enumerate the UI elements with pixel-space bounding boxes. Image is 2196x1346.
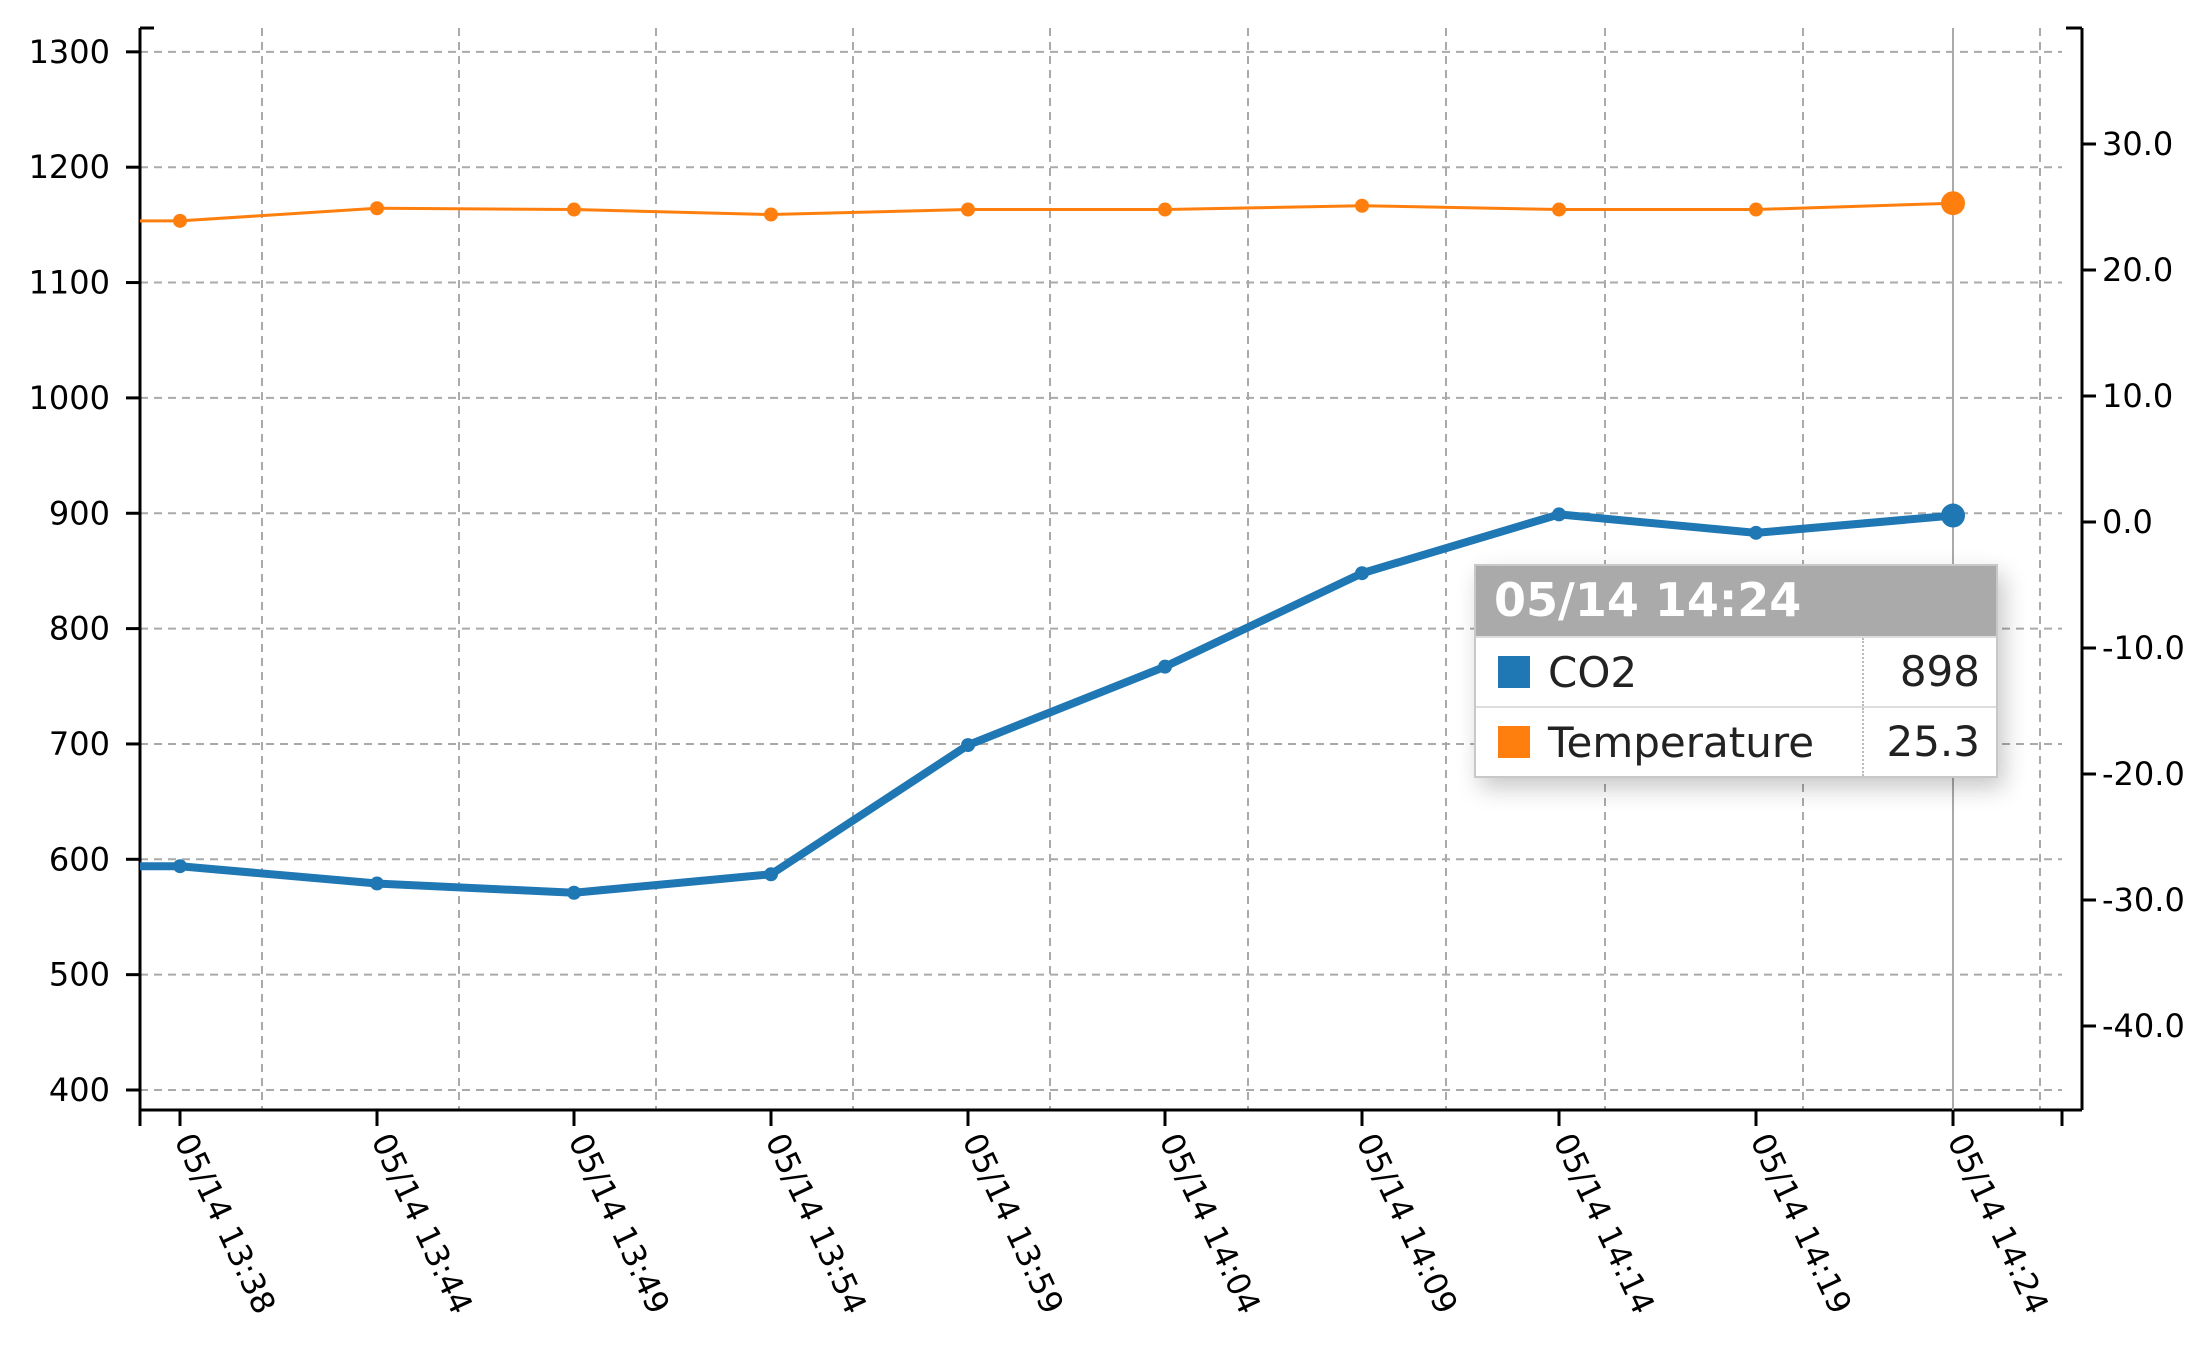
data-point-temperature[interactable] [1355,198,1369,213]
x-tick-label: 05/14 14:19 [1743,1127,1860,1319]
tooltip-series-value: 25.3 [1862,708,1996,776]
x-tick-label: 05/14 13:49 [561,1127,678,1319]
y-right-tick-label: -10.0 [2102,629,2185,667]
data-point-temperature[interactable] [1552,202,1566,217]
data-point-co2[interactable] [173,859,187,874]
co2-swatch [1498,656,1530,688]
temperature-swatch [1498,726,1530,758]
data-point-co2[interactable] [1552,507,1566,522]
y-left-tick-label: 500 [49,956,110,994]
data-point-temperature[interactable] [764,207,778,222]
y-left-tick-label: 1300 [29,33,110,71]
y-left-tick-label: 400 [49,1071,110,1109]
tooltip-row-temperature: Temperature 25.3 [1476,706,1996,776]
x-tick-label: 05/14 14:09 [1349,1127,1466,1319]
data-point-co2[interactable] [1355,566,1369,581]
data-point-temperature[interactable] [567,202,581,217]
y-left-tick-label: 1000 [29,379,110,417]
x-tick-label: 05/14 13:44 [364,1127,481,1319]
data-point-temperature[interactable] [961,202,975,217]
tooltip: 05/14 14:24 CO2 898 Temperature 25.3 [1474,564,1998,778]
y-right-tick-label: 10.0 [2102,377,2173,415]
y-left-tick-label: 1100 [29,264,110,302]
data-point-temperature[interactable] [1749,202,1763,217]
tooltip-series-name: CO2 [1548,647,1638,697]
x-tick-label: 05/14 14:24 [1940,1127,2057,1319]
x-tick-label: 05/14 13:38 [167,1127,284,1319]
data-point-temperature[interactable] [1941,191,1965,216]
tooltip-series-name: Temperature [1548,717,1815,767]
data-point-co2[interactable] [1941,503,1965,528]
y-left-tick-label: 600 [49,840,110,878]
data-point-co2[interactable] [370,876,384,891]
y-right-tick-label: -20.0 [2102,755,2185,793]
y-left-tick-label: 700 [49,725,110,763]
data-point-temperature[interactable] [173,213,187,228]
y-left-tick-label: 900 [49,494,110,532]
x-tick-label: 05/14 14:14 [1546,1127,1663,1319]
data-point-temperature[interactable] [370,201,384,216]
data-point-temperature[interactable] [1158,202,1172,217]
x-tick-label: 05/14 13:59 [955,1127,1072,1319]
data-point-co2[interactable] [1749,525,1763,540]
y-left-tick-label: 800 [49,610,110,648]
y-left-tick-label: 1200 [29,148,110,186]
y-right-tick-label: 0.0 [2102,503,2153,541]
x-tick-label: 05/14 13:54 [758,1127,875,1319]
tooltip-row-co2: CO2 898 [1476,636,1996,706]
tooltip-title: 05/14 14:24 [1476,566,1996,636]
data-point-co2[interactable] [764,867,778,882]
series-layer[interactable] [140,191,1965,900]
data-point-co2[interactable] [567,885,581,900]
y-right-tick-label: 20.0 [2102,251,2173,289]
series-line-temperature[interactable] [140,201,1954,223]
y-right-tick-label: -30.0 [2102,881,2185,919]
data-point-co2[interactable] [961,738,975,753]
y-right-tick-label: 30.0 [2102,125,2173,163]
y-right-tick-label: -40.0 [2102,1007,2185,1045]
data-point-co2[interactable] [1158,659,1172,674]
tooltip-series-value: 898 [1862,638,1996,706]
x-tick-label: 05/14 14:04 [1152,1127,1269,1319]
